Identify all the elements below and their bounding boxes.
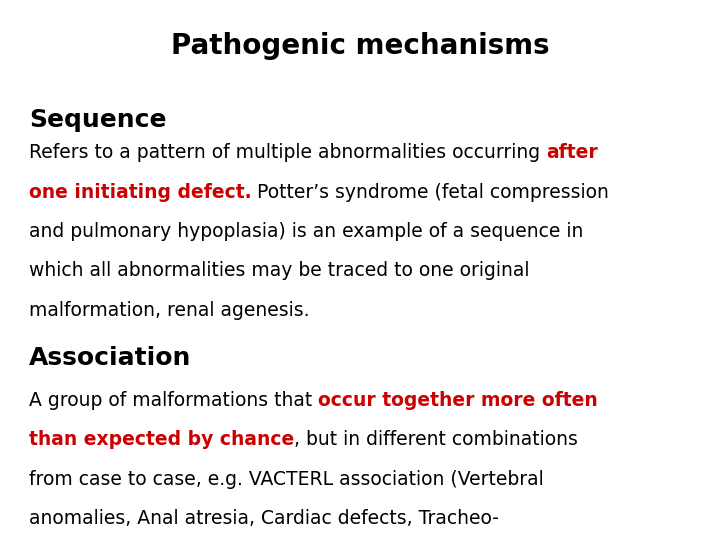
Text: Potter’s syndrome (fetal compression: Potter’s syndrome (fetal compression — [251, 183, 609, 201]
Text: occur together more often: occur together more often — [318, 391, 598, 410]
Text: and pulmonary hypoplasia) is an example of a sequence in: and pulmonary hypoplasia) is an example … — [29, 222, 583, 241]
Text: Sequence: Sequence — [29, 108, 166, 132]
Text: after: after — [546, 143, 598, 162]
Text: A group of malformations that: A group of malformations that — [29, 391, 318, 410]
Text: than expected by chance: than expected by chance — [29, 430, 294, 449]
Text: which all abnormalities may be traced to one original: which all abnormalities may be traced to… — [29, 261, 529, 280]
Text: Association: Association — [29, 346, 192, 369]
Text: , but in different combinations: , but in different combinations — [294, 430, 578, 449]
Text: Refers to a pattern of multiple abnormalities occurring: Refers to a pattern of multiple abnormal… — [29, 143, 546, 162]
Text: anomalies, Anal atresia, Cardiac defects, Tracheo-: anomalies, Anal atresia, Cardiac defects… — [29, 509, 499, 528]
Text: from case to case, e.g. VACTERL association (Vertebral: from case to case, e.g. VACTERL associat… — [29, 470, 544, 489]
Text: Pathogenic mechanisms: Pathogenic mechanisms — [171, 32, 549, 60]
Text: malformation, renal agenesis.: malformation, renal agenesis. — [29, 301, 310, 320]
Text: one initiating defect.: one initiating defect. — [29, 183, 251, 201]
